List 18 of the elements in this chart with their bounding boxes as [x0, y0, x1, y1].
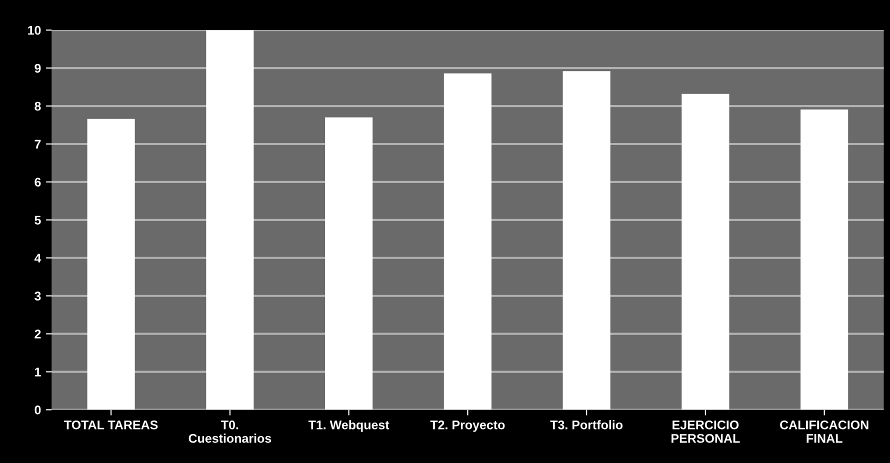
y-tick-label: 4: [34, 254, 42, 262]
x-tick-label: TOTAL TAREAS: [64, 420, 158, 430]
x-tick-label: T2. Proyecto: [430, 420, 505, 432]
y-tick-label: 6: [34, 178, 41, 187]
x-tick-label: T1. Webquest: [308, 420, 390, 432]
y-tick-label: 10: [28, 26, 41, 35]
y-tick-label: 2: [34, 330, 41, 338]
y-tick-label: 9: [34, 64, 41, 73]
x-tick-label: T0. Cuestionarios: [188, 420, 272, 443]
y-tick-label: 3: [34, 292, 41, 301]
x-tick-label: CALIFICACION FINAL: [780, 420, 868, 443]
y-tick-label: 5: [34, 216, 41, 225]
x-tick-label: T3. Portfolio: [550, 420, 623, 430]
y-tick-label: 0: [34, 406, 41, 414]
y-tick-label: 7: [34, 140, 41, 149]
y-tick-label: 1: [35, 368, 41, 376]
y-tick-label: 8: [34, 102, 41, 111]
x-tick-label: EJERCICIO PERSONAL: [672, 420, 740, 443]
